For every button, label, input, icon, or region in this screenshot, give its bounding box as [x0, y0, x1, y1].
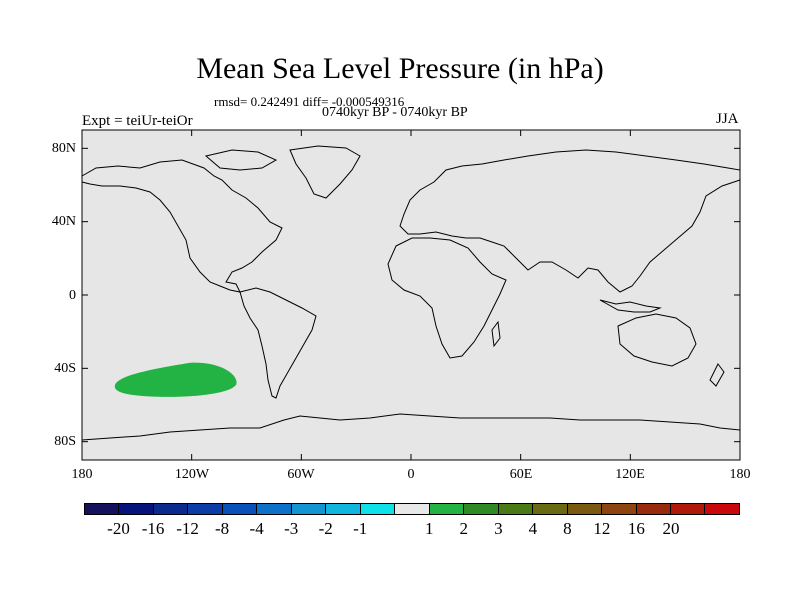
lat-label-40n: 40N [51, 214, 76, 229]
colorbar-swatch [670, 504, 706, 514]
axis-ticks [81, 130, 741, 460]
colorbar-tick-label: 4 [528, 519, 538, 538]
colorbar-swatch [464, 504, 499, 514]
colorbar-tick-label: -1 [353, 519, 368, 538]
colorbar-tick-label: -12 [176, 519, 199, 538]
eurasia-coast [399, 149, 741, 293]
colorbar-swatch [533, 504, 568, 514]
lat-label-0: 0 [69, 288, 76, 303]
colorbar-swatch [360, 504, 396, 514]
colorbar-swatch [326, 504, 361, 514]
lon-label-60e: 60E [509, 467, 533, 482]
colorbar-tick-label: 20 [662, 519, 680, 538]
colorbar-tick-label: 12 [593, 519, 611, 538]
colorbar-tick-label: -8 [215, 519, 230, 538]
time-period: 0740kyr BP - 0740kyr BP [322, 105, 468, 120]
colorbar-tick-label: -2 [318, 519, 333, 538]
lon-label-180e: 180 [729, 467, 751, 482]
anomaly-blob [114, 362, 237, 397]
colorbar-swatch [222, 504, 258, 514]
map-background [82, 130, 740, 460]
greenland-coast [289, 145, 361, 199]
colorbar-tick-label: 1 [425, 519, 434, 538]
colorbar-tick-label: -20 [107, 519, 130, 538]
madagascar-coast [491, 320, 501, 348]
colorbar-swatch [257, 504, 292, 514]
australia-coast [617, 313, 697, 367]
antarctica-coast [81, 413, 741, 441]
africa-coast [387, 237, 507, 359]
chart-title: Mean Sea Level Pressure (in hPa) [196, 52, 604, 85]
colorbar [84, 503, 740, 515]
lat-label-80n: 80N [51, 141, 76, 156]
colorbar-swatch [291, 504, 327, 514]
colorbar-swatch [188, 504, 223, 514]
new-zealand-coast [709, 363, 725, 387]
south-america-coast [239, 287, 317, 399]
colorbar-swatch [567, 504, 603, 514]
lon-label-120e: 120E [615, 467, 645, 482]
colorbar-swatch [705, 504, 739, 514]
colorbar-tick-label: -16 [141, 519, 165, 538]
season-label: JJA [716, 111, 739, 127]
colorbar-swatch [498, 504, 534, 514]
colorbar-tick-label: 2 [459, 519, 469, 538]
lat-label-40s: 40S [54, 361, 76, 376]
colorbar-tick-label: 3 [494, 519, 503, 538]
colorbar-swatch [153, 504, 189, 514]
coastlines [81, 145, 741, 441]
colorbar-tick-label: -3 [284, 519, 299, 538]
colorbar-tick-label: -4 [249, 519, 264, 538]
lon-label-180w: 180 [71, 467, 93, 482]
colorbar-swatch [602, 504, 637, 514]
colorbar-tick-label: 16 [627, 519, 645, 538]
colorbar-swatch [85, 504, 120, 514]
lat-label-80s: 80S [54, 434, 76, 449]
colorbar-swatch [636, 504, 671, 514]
lon-label-120w: 120W [174, 467, 210, 482]
colorbar-tick-label: 8 [563, 519, 572, 538]
colorbar-swatch [119, 504, 154, 514]
arctic-islands [204, 149, 278, 171]
colorbar-swatch [429, 504, 465, 514]
indonesia-coast [599, 299, 662, 313]
lon-label-60w: 60W [287, 467, 315, 482]
rmsd-diff-stats: rmsd= 0.242491 diff= -0.000549316 [214, 94, 405, 109]
colorbar-swatch [395, 504, 430, 514]
pressure-anomaly-patch [114, 362, 237, 397]
north-america-coast [81, 159, 283, 293]
experiment-label: Expt = teiUr-teiOr [82, 113, 193, 129]
lon-label-0: 0 [407, 467, 415, 482]
